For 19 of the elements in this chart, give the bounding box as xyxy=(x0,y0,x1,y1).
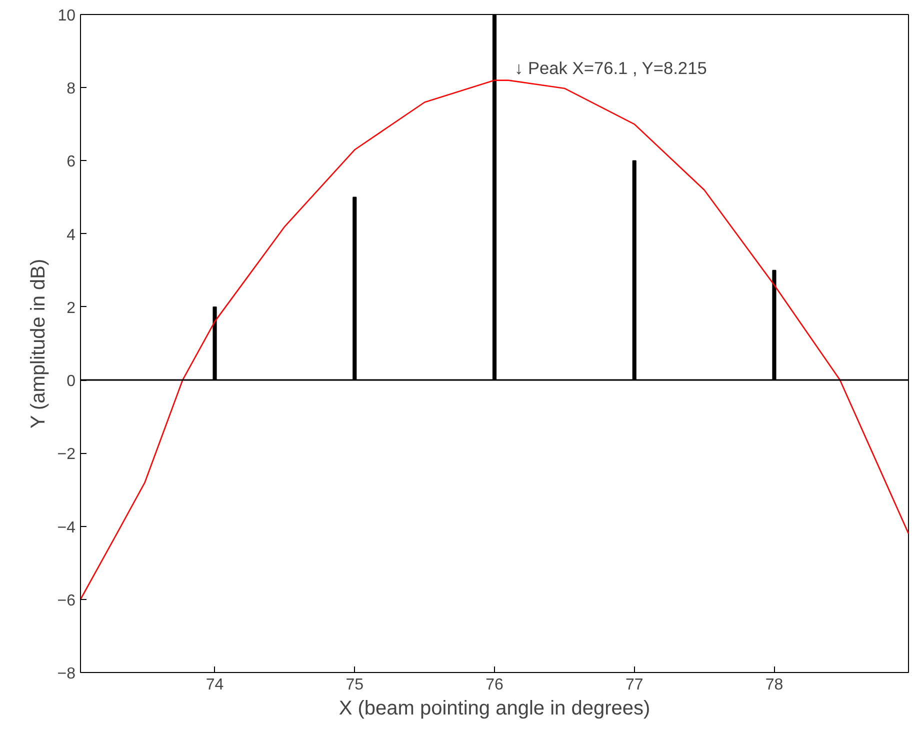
x-tick-label: 76 xyxy=(486,676,504,694)
y-tick-label: 6 xyxy=(66,154,76,171)
annotation: ↓ Peak X=76.1 , Y=8.215 xyxy=(514,58,707,78)
y-tick-label: −4 xyxy=(57,519,76,536)
y-tick-label: 8 xyxy=(66,80,76,98)
y-tick-label: 10 xyxy=(58,8,76,24)
y-tick-label: −8 xyxy=(57,666,76,682)
y-tick-label: −2 xyxy=(57,446,76,464)
x-axis-title: X (beam pointing angle in degrees) xyxy=(338,698,650,720)
y-tick-label: 0 xyxy=(66,373,76,390)
x-tick-label: 74 xyxy=(206,676,224,694)
x-tick-label: 75 xyxy=(346,676,364,694)
line-series xyxy=(80,80,908,600)
x-tick-label: 77 xyxy=(625,676,644,694)
x-tick-label: 78 xyxy=(765,676,784,694)
y-axis-title: Y (amplitude in dB) xyxy=(27,258,50,429)
y-tick-label: −6 xyxy=(57,592,76,610)
y-tick-label: 4 xyxy=(66,226,76,244)
y-tick-label: 2 xyxy=(66,300,76,317)
